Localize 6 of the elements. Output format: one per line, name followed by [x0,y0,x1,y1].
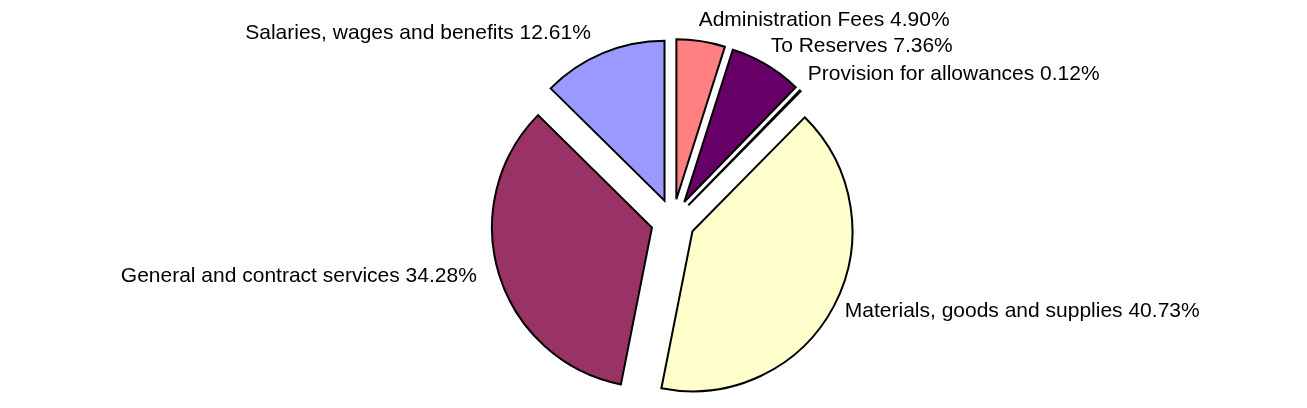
slice-label: To Reserves 7.36% [770,32,953,56]
slice-label: Materials, goods and supplies 40.73% [844,298,1200,322]
slice-label: General and contract services 34.28% [120,263,477,287]
slice-label: Salaries, wages and benefits 12.61% [245,19,591,43]
slice-label: Provision for allowances 0.12% [807,61,1100,85]
slice-label: Administration Fees 4.90% [698,6,950,30]
